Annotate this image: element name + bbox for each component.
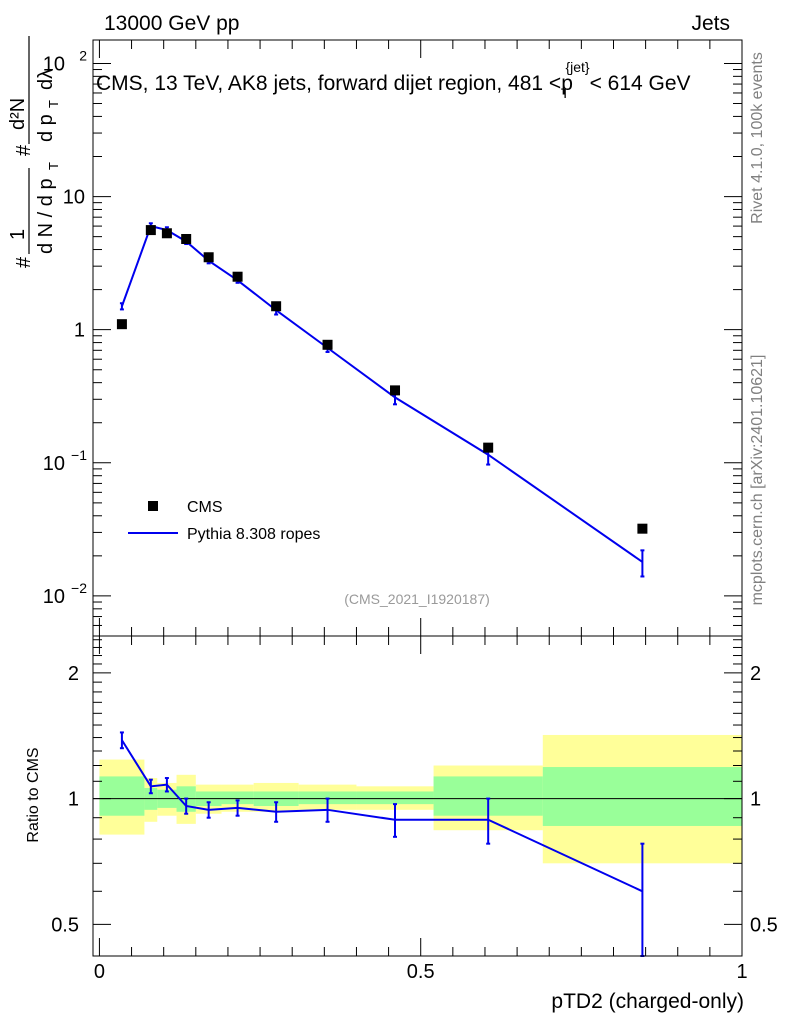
ratio-x-ticks: [98, 636, 743, 956]
main-y-tick-exponent: −2: [71, 580, 87, 596]
main-x-ticks: [98, 40, 743, 636]
ratio-plot-panel: 0.5 0.51 12 2 0 0.5 1 Ratio to CMS pTD2 (char…: [25, 635, 778, 1013]
main-y-tick-label: 10: [43, 453, 65, 475]
cms-data-point: [203, 252, 214, 263]
main-y-tick-labels: 10 −2 10 −1 1 10 10 2: [43, 47, 87, 607]
header-jets-label: Jets: [691, 12, 730, 35]
main-plot-frame: [92, 39, 743, 637]
main-y-tick-exponent: −1: [71, 447, 87, 463]
x-tick-label: 0: [94, 961, 105, 983]
main-y-axis-label: # 1 d N / d p T # d²N d p T dλ: [7, 36, 61, 268]
main-y-ticks: [93, 62, 742, 637]
ratio-plot-frame: [92, 635, 743, 957]
cms-data-point: [483, 442, 494, 453]
plot-title-suffix: < 614 GeV: [590, 72, 691, 95]
x-axis-label: pTD2 (charged-only): [551, 990, 744, 1013]
ylabel-dpt-sub-t: T: [46, 100, 61, 108]
ratio-band-green: [221, 791, 254, 805]
legend-pythia-label: Pythia 8.308 ropes: [187, 526, 320, 543]
cms-data-point: [232, 271, 243, 282]
plot-title: CMS, 13 TeV, AK8 jets, forward dijet reg…: [96, 59, 691, 101]
analysis-watermark: (CMS_2021_I1920187): [344, 591, 490, 607]
ylabel-one: 1: [7, 229, 29, 240]
main-y-tick-label: 1: [74, 320, 85, 342]
ratio-y-tick-label-right: 0.5: [750, 914, 778, 936]
cms-data-point: [637, 523, 648, 534]
main-y-tick-label: 10: [43, 53, 65, 75]
legend-cms-marker: [148, 501, 158, 511]
legend-cms-label: CMS: [187, 499, 223, 516]
ylabel-hash-2: #: [13, 144, 35, 156]
mcplots-label: mcplots.cern.ch [arXiv:2401.10621]: [749, 355, 766, 606]
x-tick-label: 0.5: [407, 961, 435, 983]
cms-data-point: [116, 319, 127, 330]
header-energy-label: 13000 GeV pp: [104, 12, 239, 35]
ratio-band-green: [356, 791, 434, 805]
ratio-y-tick-label-left: 1: [68, 789, 79, 811]
plot-title-superscript: {jet}: [565, 59, 589, 75]
ratio-y-tick-label-left: 0.5: [51, 914, 79, 936]
ratio-y-tick-label-left: 2: [68, 663, 79, 685]
main-y-tick-label: 10: [43, 586, 65, 608]
cms-data-point: [181, 233, 192, 244]
ratio-x-tick-labels: 0 0.5 1: [94, 961, 748, 983]
plot-title-subscript: T: [561, 85, 570, 101]
x-tick-label: 1: [736, 961, 747, 983]
cms-data-point: [322, 339, 333, 350]
ratio-uncertainty-bands: [99, 734, 742, 864]
main-y-tick-exponent: 2: [79, 47, 87, 63]
cms-data-point: [161, 228, 172, 239]
main-y-tick-label: 10: [63, 187, 85, 209]
ratio-y-ticks: [93, 639, 742, 925]
ylabel-d2n: d²N: [7, 98, 29, 130]
cms-data-point: [271, 301, 282, 312]
legend: CMS Pythia 8.308 ropes: [128, 499, 320, 543]
rivet-version-label: Rivet 4.1.0, 100k events: [749, 52, 766, 224]
cms-data-point: [145, 225, 156, 236]
ratio-series: [119, 731, 645, 957]
ylabel-dn-dpt: d N / d p: [35, 178, 57, 254]
ratio-band-green: [99, 776, 145, 816]
ylabel-dn-sub-t: T: [46, 162, 61, 170]
ratio-y-tick-label-right: 2: [750, 663, 761, 685]
cms-data-point: [390, 385, 401, 396]
ratio-y-tick-labels: 0.5 0.5 1 1 2 2: [51, 663, 778, 937]
ylabel-dlambda: dλ: [35, 69, 57, 90]
ylabel-hash-1: #: [13, 256, 35, 268]
ratio-band-green: [542, 767, 742, 826]
ratio-y-axis-label: Ratio to CMS: [25, 747, 42, 842]
main-series: [116, 222, 648, 578]
ratio-y-tick-label-right: 1: [750, 789, 761, 811]
ylabel-dpt: d p: [35, 114, 57, 142]
main-plot-panel: 10 −2 10 −1 1 10 10 2 CMS, 13 TeV, AK8 jets, fo…: [7, 36, 743, 637]
ratio-series-line: [121, 739, 643, 893]
plot-title-prefix: CMS, 13 TeV, AK8 jets, forward dijet reg…: [96, 72, 573, 95]
